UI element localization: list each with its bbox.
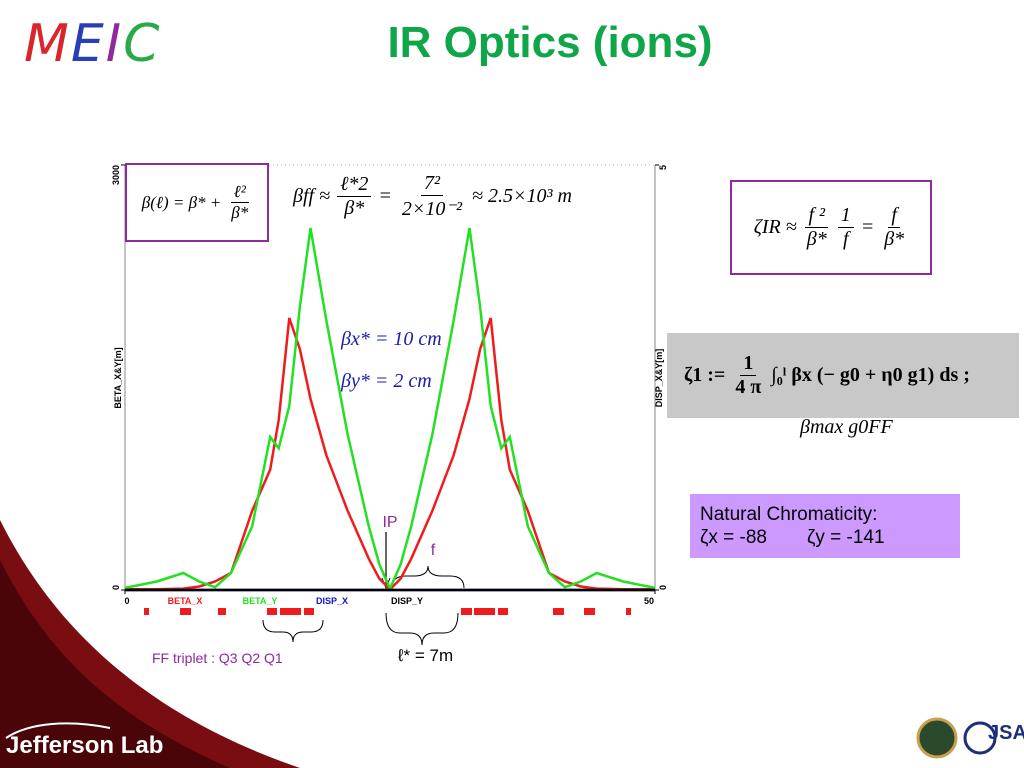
annotation-lstar: ℓ* = 7m [397, 646, 453, 665]
numerator: f ² [805, 204, 829, 228]
numerator: 1 [837, 204, 854, 228]
y2-tick-label: 0 [658, 585, 668, 590]
formula: ζ1 := 1 4 π ∫₀ˡ βx (− g0 + η0 g1) ds ; [681, 352, 973, 399]
formula: βff ≈ ℓ*2 β* = 7² 2×10⁻² ≈ 2.5×10³ m [290, 172, 575, 221]
annotation-f: f [431, 542, 436, 559]
legend-label: BETA_X [168, 596, 203, 606]
fraction: ℓ*2 β* [337, 173, 372, 220]
formula-text: ζ1 := [684, 364, 726, 386]
denominator: β* [806, 228, 827, 250]
formula-panel: ζ1 := 1 4 π ∫₀ˡ βx (− g0 + η0 g1) ds ; [667, 333, 1019, 418]
y-tick-label: 0 [111, 585, 121, 590]
y2-tick-label: 5 [658, 165, 668, 170]
fraction: 7² 2×10⁻² [399, 172, 465, 221]
fraction: f ² β* [804, 204, 830, 251]
x-tick-label: 50 [644, 596, 654, 606]
formula-text: βx* = 10 cm [341, 328, 442, 350]
footer-lab: Jefferson Lab [6, 732, 164, 759]
series-line [124, 227, 656, 592]
legend-label: DISP_Y [391, 596, 423, 606]
logo: MEIC [24, 14, 161, 74]
formula-box: β(ℓ) = β* + ℓ² β* [125, 163, 269, 242]
legend-label: DISP_X [316, 596, 348, 606]
formula: β(ℓ) = β* + ℓ² β* [139, 182, 256, 223]
formula-text: ∫₀ˡ βx (− g0 + η0 g1) ds ; [771, 364, 970, 386]
denominator: 2×10⁻² [401, 198, 462, 220]
formula-text: βmax g0FF [800, 416, 893, 438]
formula-text: βy* = 2 cm [341, 370, 432, 392]
formula: βx* = 10 cm [338, 328, 445, 351]
formula-text: = [378, 185, 392, 207]
legend-label: BETA_Y [243, 596, 278, 606]
numerator: ℓ*2 [337, 173, 372, 197]
annotation-ip: IP [382, 514, 397, 531]
fraction: f β* [881, 204, 907, 251]
denominator: 4 π [735, 376, 762, 398]
chromaticity-box: Natural Chromaticity: ζx = -88 ζy = -141 [690, 494, 960, 558]
slide-title: IR Optics (ions) [387, 18, 713, 67]
logo-letter: E [70, 14, 106, 74]
series-line [125, 317, 655, 592]
formula: βmax g0FF [797, 416, 896, 439]
numerator: 1 [740, 352, 757, 376]
numerator: ℓ² [230, 182, 249, 203]
formula-text: βff ≈ [293, 185, 331, 207]
lab-swirl [5, 722, 111, 739]
chromaticity-x: ζx = -88 [700, 527, 767, 548]
chromaticity-y: ζy = -141 [807, 527, 885, 548]
numerator: 7² [420, 172, 443, 196]
denominator: β* [344, 197, 365, 219]
denominator: β* [231, 203, 249, 222]
jsa-mark [963, 721, 997, 755]
fraction: ℓ² β* [228, 182, 251, 223]
doe-seal [916, 717, 958, 759]
y-axis-label: BETA_X&Y[m] [113, 347, 123, 408]
magnets [144, 608, 631, 615]
swoosh-dark [0, 560, 230, 768]
formula-text: β(ℓ) = β* + [141, 192, 222, 212]
formula-text: ≈ 2.5×10³ m [471, 185, 572, 207]
chromaticity-heading: Natural Chromaticity: [700, 504, 878, 525]
formula: βy* = 2 cm [338, 370, 435, 393]
formula-text: = [860, 216, 875, 238]
denominator: β* [884, 228, 905, 250]
denominator: f [842, 228, 849, 250]
formula-text: ζIR ≈ [753, 216, 797, 238]
logo-letter: C [123, 14, 162, 74]
footer-jsa: JSA [988, 722, 1024, 744]
formula-box: ζIR ≈ f ² β* 1 f = f β* [730, 180, 932, 275]
x-tick-label: 0 [124, 596, 129, 606]
y-tick-label: 3000 [111, 165, 121, 185]
logo-letter: I [105, 14, 124, 74]
logo-letter: M [24, 14, 71, 74]
numerator: f [888, 204, 900, 228]
annotation-triplet: FF triplet : Q3 Q2 Q1 [152, 650, 283, 666]
y2-axis-label: DISP_X&Y[m] [654, 349, 664, 408]
formula: ζIR ≈ f ² β* 1 f = f β* [751, 204, 911, 251]
